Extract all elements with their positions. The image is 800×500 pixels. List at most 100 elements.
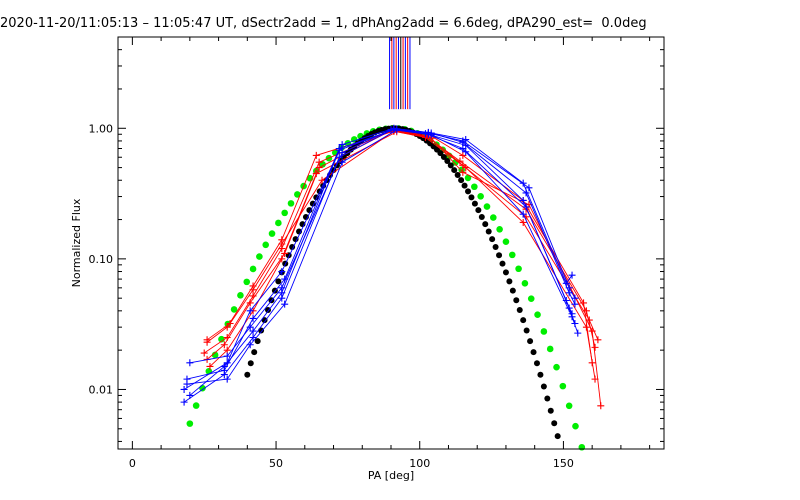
x-tick-label: 0 xyxy=(129,457,136,470)
gaussian-model-point xyxy=(465,188,472,195)
gaussian-model-point xyxy=(496,252,503,259)
green-model-point xyxy=(534,311,541,319)
series-line-b3 xyxy=(189,128,573,364)
green-model-point xyxy=(483,203,491,210)
series-point-r5 xyxy=(318,176,326,184)
green-model-point xyxy=(578,443,586,451)
green-model-point xyxy=(249,265,257,273)
gaussian-model-point xyxy=(533,360,540,367)
series-line-b4 xyxy=(183,128,576,403)
gaussian-model-point xyxy=(451,167,458,174)
green-model-point xyxy=(508,251,516,259)
series-point-r2 xyxy=(200,349,208,357)
series-point-b5 xyxy=(183,380,191,388)
gaussian-model-point xyxy=(530,349,537,356)
gaussian-model-point xyxy=(478,213,485,220)
series-point-b1 xyxy=(568,271,576,279)
series-point-b1 xyxy=(246,307,254,315)
y-tick-label: 1.00 xyxy=(89,122,114,135)
series-point-r3 xyxy=(246,299,254,307)
gaussian-model-point xyxy=(540,383,547,390)
gaussian-model-point xyxy=(489,236,496,243)
green-model-point xyxy=(546,345,554,353)
gaussian-model-point xyxy=(509,287,516,294)
gaussian-model-point xyxy=(471,200,478,207)
series-point-r1 xyxy=(459,151,467,159)
gaussian-model-point xyxy=(444,158,451,165)
series-point-b6 xyxy=(424,129,432,137)
series-point-r3 xyxy=(220,341,228,349)
y-axis-label: Normalized Flux xyxy=(70,198,83,287)
vertical-markers xyxy=(389,37,411,110)
series-point-b1 xyxy=(519,179,527,187)
series-point-b5 xyxy=(462,148,470,156)
series-point-b3 xyxy=(223,352,231,360)
series-point-r3 xyxy=(315,164,323,172)
gaussian-model-point xyxy=(523,327,530,334)
green-model-point xyxy=(553,363,560,371)
series-point-b5 xyxy=(519,210,527,218)
gaussian-model-point xyxy=(437,150,444,157)
gaussian-model-point xyxy=(537,371,544,378)
green-model-point xyxy=(527,295,535,302)
green-model-point xyxy=(515,265,522,273)
series-point-r4 xyxy=(582,323,590,331)
series-line-r5 xyxy=(206,130,602,406)
series-point-b5 xyxy=(338,158,346,166)
green-model-point xyxy=(230,306,238,313)
series-line-b5 xyxy=(186,129,579,385)
x-tick-label: 50 xyxy=(269,457,283,470)
gaussian-model-point xyxy=(244,371,251,378)
series-point-b5 xyxy=(246,341,254,349)
gaussian-model-point xyxy=(513,297,520,304)
green-model-point xyxy=(496,225,503,233)
series-point-b5 xyxy=(574,329,582,337)
series-point-r5 xyxy=(588,327,596,335)
axes-group: 0 50 100 150 0.01 0.10 1.00 xyxy=(89,36,665,470)
green-model-point xyxy=(256,253,263,260)
green-model-point xyxy=(559,382,567,390)
green-model-point xyxy=(186,420,194,427)
y-tick-label: 0.01 xyxy=(89,383,114,396)
gaussian-model-point xyxy=(258,327,265,334)
gaussian-model-point xyxy=(520,317,527,324)
series-point-r5 xyxy=(597,402,605,410)
green-model-point xyxy=(565,402,573,410)
gaussian-model-point xyxy=(440,153,447,160)
series-point-r1 xyxy=(312,151,320,159)
series-point-b4 xyxy=(522,203,530,211)
green-model-point xyxy=(218,335,225,343)
series-point-r2 xyxy=(591,343,599,351)
gaussian-model-point xyxy=(251,349,258,356)
series-point-r4 xyxy=(278,255,286,263)
series-point-r5 xyxy=(459,168,467,176)
gaussian-model-point xyxy=(499,260,506,267)
series-point-b6 xyxy=(249,327,257,335)
series-point-r4 xyxy=(223,346,231,354)
green-model-point xyxy=(471,183,478,191)
gaussian-model-point xyxy=(461,182,468,189)
data-series-group xyxy=(180,124,605,410)
y-tick-label: 0.10 xyxy=(89,253,114,266)
series-point-r5 xyxy=(203,336,211,344)
gaussian-model-point xyxy=(502,269,509,276)
gaussian-model-point xyxy=(544,395,551,402)
series-point-b6 xyxy=(459,137,467,145)
series-point-r5 xyxy=(249,286,257,294)
gaussian-model-point xyxy=(261,317,268,324)
green-model-point xyxy=(192,402,200,409)
gaussian-model-point xyxy=(254,338,261,345)
x-tick-label: 150 xyxy=(553,457,574,470)
series-point-r3 xyxy=(594,336,602,344)
green-model-series xyxy=(186,124,586,451)
series-line-b6 xyxy=(189,128,576,396)
series-point-b6 xyxy=(565,284,573,292)
green-model-point xyxy=(477,192,484,200)
gaussian-model-point xyxy=(554,433,561,440)
series-line-b1 xyxy=(183,127,573,390)
green-model-point xyxy=(281,209,288,217)
series-point-b6 xyxy=(571,294,579,302)
series-point-b6 xyxy=(335,146,343,154)
